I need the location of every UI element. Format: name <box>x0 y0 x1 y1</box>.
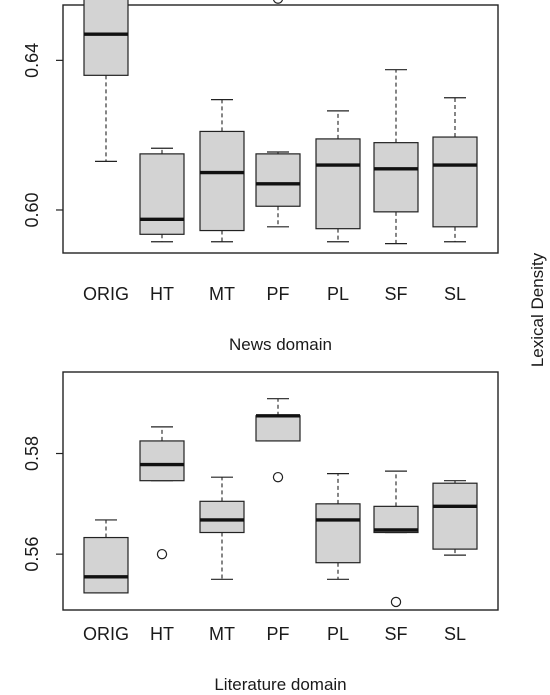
box-iqr <box>315 503 361 564</box>
outlier-point <box>390 596 402 608</box>
box-iqr <box>373 142 419 213</box>
box-iqr <box>83 0 129 76</box>
box-iqr <box>315 138 361 230</box>
box-iqr <box>139 153 185 235</box>
box-pf <box>255 0 301 228</box>
box-iqr <box>255 153 301 207</box>
y-tick-label: 0.58 <box>22 436 42 471</box>
x-category-label: ORIG <box>83 624 129 644</box>
box-orig <box>83 0 129 162</box>
plot-frame <box>62 4 499 254</box>
box-mt <box>199 476 245 580</box>
x-category-label: PL <box>327 284 349 304</box>
outlier-point <box>272 471 284 483</box>
box-mt <box>199 99 245 243</box>
x-category-label: PF <box>266 284 289 304</box>
box-iqr <box>432 136 478 228</box>
news-domain-panel: 0.60 0.64 ORIG HT MT PF PL SF SL News domain <box>22 0 499 354</box>
box-iqr <box>199 130 245 232</box>
box-ht <box>139 426 185 560</box>
box-iqr <box>139 440 185 482</box>
box-iqr <box>255 415 301 442</box>
x-category-label: HT <box>150 624 174 644</box>
x-category-label: HT <box>150 284 174 304</box>
box-iqr <box>373 505 419 534</box>
box-orig <box>83 519 129 594</box>
x-axis-title: Literature domain <box>214 675 346 694</box>
box-iqr <box>199 500 245 534</box>
x-category-label: ORIG <box>83 284 129 304</box>
box-ht <box>139 147 185 243</box>
x-category-label: SF <box>384 284 407 304</box>
literature-domain-panel: 0.56 0.58 ORIG HT MT PF PL SF SL Literature domai… <box>22 371 499 694</box>
x-category-label: PF <box>266 624 289 644</box>
box-iqr <box>432 482 478 550</box>
y-tick-label: 0.56 <box>22 537 42 572</box>
box-sl <box>432 97 478 243</box>
x-category-label: SL <box>444 624 466 644</box>
box-sf <box>373 69 419 245</box>
shared-y-axis-label: Lexical Density <box>528 252 547 367</box>
box-pl <box>315 473 361 580</box>
box-sf <box>373 470 419 608</box>
y-tick-label: 0.64 <box>22 43 42 78</box>
box-iqr <box>83 536 129 594</box>
y-tick-label: 0.60 <box>22 192 42 227</box>
box-sl <box>432 480 478 556</box>
x-category-label: SL <box>444 284 466 304</box>
x-category-label: MT <box>209 624 235 644</box>
plot-frame <box>62 371 499 611</box>
outlier-point <box>156 548 168 560</box>
x-category-label: MT <box>209 284 235 304</box>
outlier-point <box>272 0 284 4</box>
x-axis-title: News domain <box>229 335 332 354</box>
x-category-label: SF <box>384 624 407 644</box>
x-category-label: PL <box>327 624 349 644</box>
box-pf <box>255 398 301 483</box>
box-pl <box>315 110 361 243</box>
